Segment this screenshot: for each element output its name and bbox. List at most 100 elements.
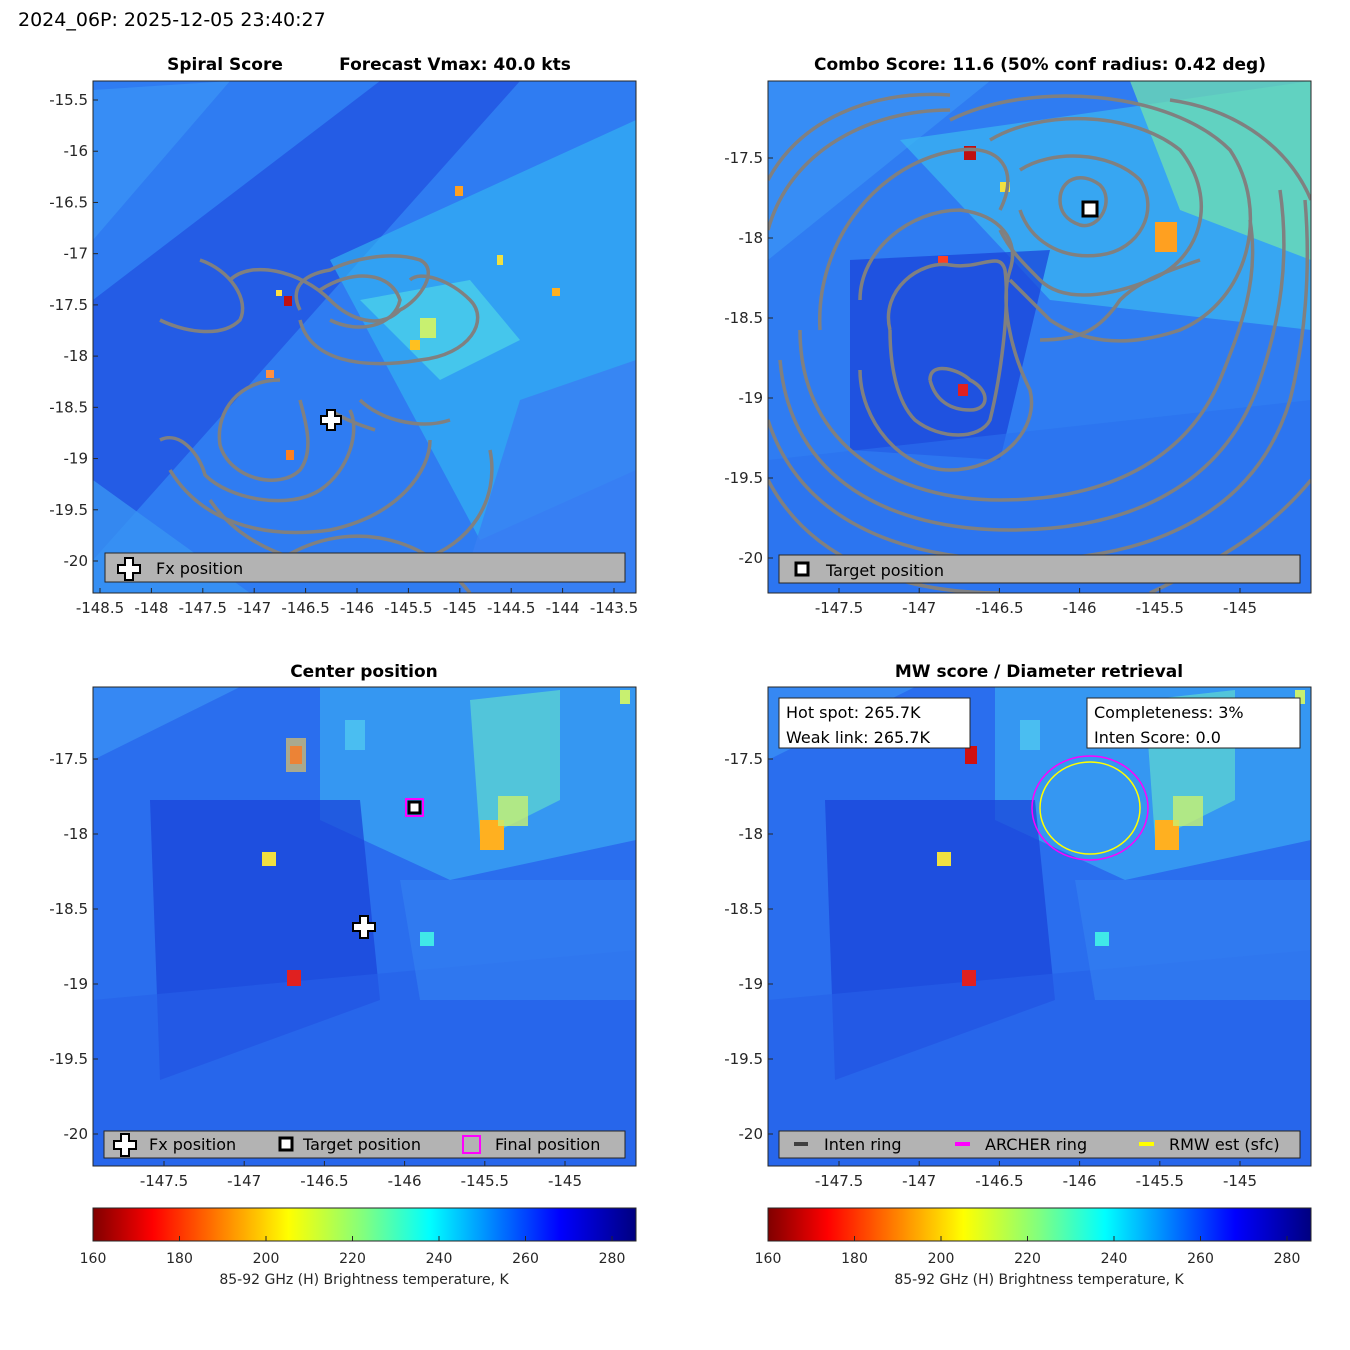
combo-ytick-label: -19: [739, 389, 764, 407]
legend-inten-ring: Inten ring: [824, 1135, 902, 1154]
spiral-ytick-label: -17: [64, 245, 89, 263]
center-xtick-label: -147.5: [140, 1172, 188, 1190]
forecast-vmax-title: Forecast Vmax: 40.0 kts: [339, 55, 571, 75]
colorbar-left-tick-label: 160: [80, 1251, 107, 1267]
combo-ytick-label: -17.5: [724, 149, 763, 167]
colorbar-left-label: 85-92 GHz (H) Brightness temperature, K: [219, 1272, 509, 1288]
spiral-xtick-label: -148.5: [76, 599, 124, 617]
completeness-text: Completeness: 3%: [1094, 703, 1244, 722]
target-position-marker: [1081, 200, 1099, 218]
spiral-ytick-label: -16: [64, 142, 89, 160]
fx-position-marker-center: [352, 915, 376, 939]
mw-xtick-label: -146.5: [975, 1172, 1023, 1190]
mw-xtick-label: -147: [902, 1172, 936, 1190]
colorbar-right-tick-label: 240: [1101, 1251, 1128, 1267]
colorbar-left-tick-label: 180: [166, 1251, 193, 1267]
spiral-panel: Spiral Score Forecast Vmax: 40.0 kts: [49, 55, 638, 617]
hot-spot-box: Hot spot: 265.7K Weak link: 265.7K: [778, 697, 971, 749]
center-xtick-label: -146: [388, 1172, 422, 1190]
spiral-ytick-label: -20: [64, 552, 89, 570]
combo-ytick-label: -20: [739, 549, 764, 567]
colorbar-left: 160 180 200 220 240 260 280 85-92 GHz (H) Brig…: [80, 1207, 637, 1288]
magenta-square-icon: [462, 1135, 481, 1154]
spiral-xtick-label: -147: [237, 599, 271, 617]
colorbar-right-tick-label: 160: [755, 1251, 782, 1267]
weak-link-text: Weak link: 265.7K: [786, 728, 930, 747]
colorbar-left-tick-label: 200: [253, 1251, 280, 1267]
center-xtick-label: -145.5: [461, 1172, 509, 1190]
spiral-legend: Fx position: [104, 552, 626, 583]
colorbar-right-tick-label: 200: [928, 1251, 955, 1267]
center-ytick-label: -20: [64, 1125, 89, 1143]
colorbar-right: 160 180 200 220 240 260 280 85-92 GHz (H) Brig…: [755, 1207, 1312, 1288]
spiral-xtick-label: -148: [134, 599, 168, 617]
mw-ytick-label: -18: [739, 825, 764, 843]
center-panel: Center position -147.5 -147 -1: [49, 662, 637, 1190]
cross-icon: [117, 557, 141, 581]
combo-xtick-label: -146: [1063, 599, 1097, 617]
combo-title: Combo Score: 11.6 (50% conf radius: 0.42…: [814, 55, 1266, 75]
legend-fx-position: Fx position: [156, 559, 243, 578]
colorbar-left-tick-label: 220: [339, 1251, 366, 1267]
target-position-marker-center: [407, 800, 422, 815]
combo-legend: Target position: [778, 554, 1301, 584]
hot-spot-text: Hot spot: 265.7K: [786, 703, 921, 722]
mw-xtick-label: -147.5: [815, 1172, 863, 1190]
colorbar-right-tick-label: 220: [1014, 1251, 1041, 1267]
mw-xtick-label: -146: [1063, 1172, 1097, 1190]
combo-contour: [1058, 176, 1108, 228]
center-ytick-label: -19: [64, 975, 89, 993]
square-marker-icon: [278, 1136, 294, 1152]
combo-xtick-label: -146.5: [975, 599, 1023, 617]
center-ytick-label: -18.5: [49, 900, 88, 918]
combo-xtick-label: -145: [1223, 599, 1257, 617]
spiral-ytick-label: -15.5: [49, 91, 88, 109]
colorbar-right-tick-label: 180: [841, 1251, 868, 1267]
spiral-xtick-label: -145: [443, 599, 477, 617]
colorbar-right-tick-label: 280: [1274, 1251, 1301, 1267]
mw-ytick-label: -18.5: [724, 900, 763, 918]
combo-ytick-label: -19.5: [724, 469, 763, 487]
final-position-marker: [405, 798, 424, 817]
mw-legend: Inten ring ARCHER ring RMW est (sfc): [778, 1130, 1301, 1159]
colorbar-right-label: 85-92 GHz (H) Brightness temperature, K: [894, 1272, 1184, 1288]
rmw-ring: [1039, 761, 1141, 855]
legend-fx-position-center: Fx position: [149, 1135, 236, 1154]
center-legend: Fx position Target position Final positi…: [103, 1130, 626, 1159]
inten-score-text: Inten Score: 0.0: [1094, 728, 1221, 747]
mw-ytick-label: -17.5: [724, 750, 763, 768]
spiral-ytick-label: -18: [64, 347, 89, 365]
colorbar-left-tick-label: 280: [599, 1251, 626, 1267]
spiral-ytick-label: -16.5: [49, 193, 88, 211]
mw-title: MW score / Diameter retrieval: [895, 662, 1183, 682]
spiral-xtick-label: -146.5: [281, 599, 329, 617]
legend-rmw-est: RMW est (sfc): [1169, 1135, 1280, 1154]
legend-archer-ring: ARCHER ring: [985, 1135, 1087, 1154]
mw-xtick-label: -145.5: [1136, 1172, 1184, 1190]
center-ytick-label: -19.5: [49, 1050, 88, 1068]
legend-target-position: Target position: [825, 561, 944, 580]
combo-xtick-label: -147.5: [815, 599, 863, 617]
spiral-xtick-label: -145.5: [384, 599, 432, 617]
center-ytick-label: -18: [64, 825, 89, 843]
spiral-xtick-label: -144: [546, 599, 580, 617]
combo-ytick-label: -18: [739, 229, 764, 247]
spiral-contour: [228, 254, 430, 323]
center-xtick-label: -147: [227, 1172, 261, 1190]
center-xtick-label: -145: [548, 1172, 582, 1190]
spiral-xtick-label: -146: [340, 599, 374, 617]
center-ytick-label: -17.5: [49, 750, 88, 768]
colorbar-right-tick-label: 260: [1187, 1251, 1214, 1267]
fx-position-marker: [320, 409, 342, 431]
spiral-xtick-label: -144.5: [487, 599, 535, 617]
spiral-ytick-label: -17.5: [49, 296, 88, 314]
combo-xtick-label: -145.5: [1136, 599, 1184, 617]
spiral-title: Spiral Score: [167, 55, 283, 75]
mw-panel: MW score / Diameter retrieval Hot spot: …: [724, 662, 1312, 1190]
square-marker-icon: [794, 561, 810, 577]
combo-ytick-label: -18.5: [724, 309, 763, 327]
spiral-xtick-label: -147.5: [179, 599, 227, 617]
mw-ytick-label: -20: [739, 1125, 764, 1143]
legend-final-position: Final position: [495, 1135, 600, 1154]
completeness-box: Completeness: 3% Inten Score: 0.0: [1086, 697, 1301, 749]
